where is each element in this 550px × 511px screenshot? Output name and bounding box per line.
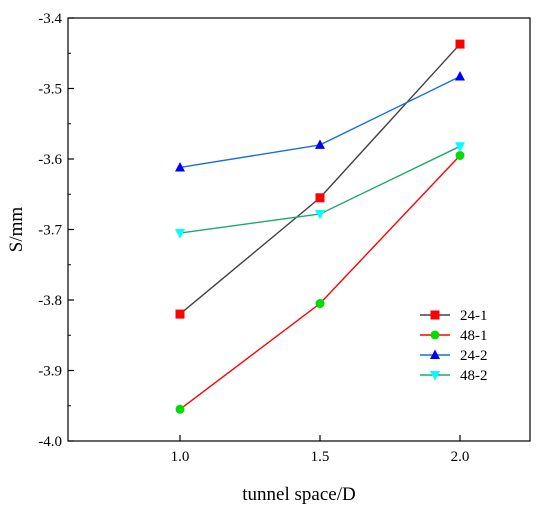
data-point-48-2 [455, 142, 465, 152]
data-point-48-1 [455, 150, 465, 160]
data-point-24-2 [455, 71, 465, 81]
y-tick-label: -4.0 [38, 434, 62, 450]
axes: 1.0 1.5 2.0 -3.4 -3.5 -3.6 -3.7 -3.8 -3.9 -4.0 [38, 11, 531, 465]
y-tick-label: -3.8 [38, 293, 62, 309]
y-axis-title: S/mm [6, 207, 27, 253]
series-lines [179, 43, 461, 410]
y-tick-label: -3.9 [38, 364, 62, 380]
legend-label: 24-1 [460, 308, 488, 324]
data-point-24-1 [175, 309, 185, 319]
data-point-48-1 [175, 404, 185, 414]
legend-label: 48-1 [460, 328, 488, 344]
x-axis-title: tunnel space/D [242, 484, 355, 505]
data-point-48-2 [315, 209, 325, 220]
y-tick-label: -3.7 [38, 223, 62, 239]
x-tick-label: 1.5 [311, 449, 330, 465]
data-point-24-2 [175, 161, 185, 172]
y-tick-label: -3.5 [38, 82, 62, 98]
y-tick-label: -3.6 [38, 152, 62, 168]
legend-marker-24-2 [430, 349, 440, 359]
legend-marker-24-1 [430, 310, 440, 320]
legend-marker-48-2 [430, 371, 440, 381]
legend-marker-48-1 [430, 330, 440, 340]
x-tick-label: 2.0 [451, 449, 470, 465]
data-point-24-2 [315, 139, 325, 149]
legend-label: 48-2 [460, 368, 488, 384]
series-line-48-2 [179, 145, 461, 234]
data-point-24-1 [455, 39, 465, 49]
data-point-48-2 [175, 229, 185, 239]
x-tick-label: 1.0 [171, 449, 190, 465]
data-point-24-1 [315, 193, 325, 203]
legend-label: 24-2 [460, 348, 488, 364]
series-markers [175, 39, 465, 414]
y-tick-label: -3.4 [38, 11, 62, 27]
series-line-24-1 [179, 43, 461, 315]
data-point-48-1 [315, 299, 325, 309]
legend: 24-1 48-1 24-2 48-2 [420, 308, 488, 384]
